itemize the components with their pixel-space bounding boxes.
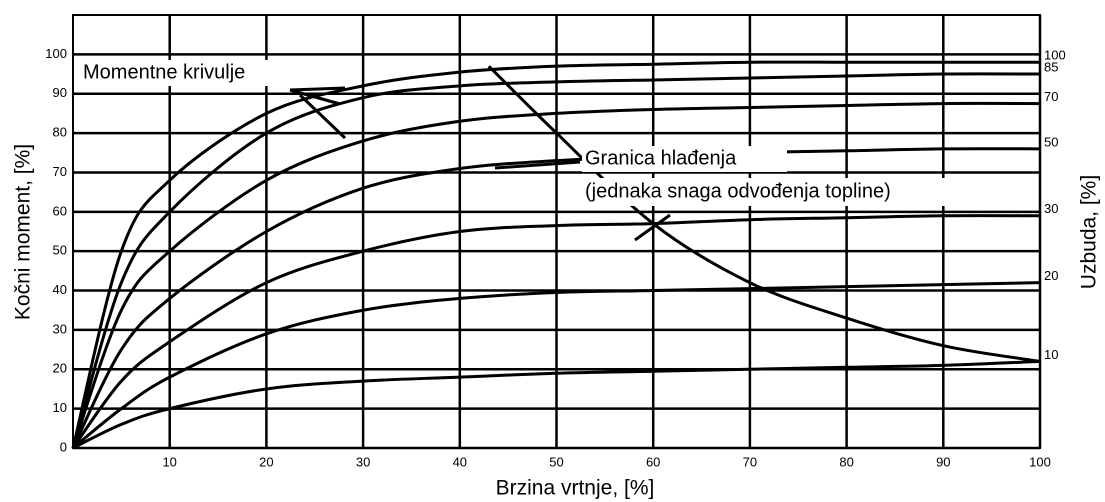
y-tick-label: 100 bbox=[45, 46, 67, 61]
cooling-limit-curve bbox=[487, 65, 1041, 363]
torque-curve bbox=[72, 281, 1041, 450]
x-tick-label: 20 bbox=[259, 454, 273, 469]
y-tick-label: 80 bbox=[53, 125, 67, 140]
x-tick-label: 70 bbox=[743, 454, 757, 469]
torque-curve bbox=[71, 147, 1041, 449]
series-label: 100 bbox=[1044, 48, 1066, 63]
x-tick-label: 80 bbox=[839, 454, 853, 469]
annotation: Momentne krivulje bbox=[83, 61, 245, 83]
y-axis-label: Kočni moment, [%] bbox=[12, 144, 35, 320]
series-label: 10 bbox=[1044, 347, 1058, 362]
x-tick-label: 60 bbox=[646, 454, 660, 469]
label-background bbox=[582, 178, 1014, 206]
y-tick-label: 40 bbox=[53, 282, 67, 297]
annotation: (jednaka snaga odvođenja topline) bbox=[585, 180, 891, 202]
series-label: 30 bbox=[1044, 201, 1058, 216]
y-tick-label: 50 bbox=[53, 243, 67, 258]
x-tick-label: 10 bbox=[162, 454, 176, 469]
x-tick-label: 40 bbox=[453, 454, 467, 469]
x-tick-label: 50 bbox=[549, 454, 563, 469]
series-label: 85 bbox=[1044, 59, 1058, 74]
series-label: 70 bbox=[1044, 89, 1058, 104]
y2-axis-label: Uzbuda, [%] bbox=[1078, 175, 1101, 289]
y-tick-label: 30 bbox=[53, 321, 67, 336]
x-axis-label: Brzina vrtnje, [%] bbox=[496, 477, 655, 500]
torque-curve bbox=[72, 359, 1041, 450]
y-tick-label: 20 bbox=[53, 361, 67, 376]
arrows bbox=[289, 86, 671, 242]
y-tick-label: 70 bbox=[53, 164, 67, 179]
torque-curve bbox=[71, 60, 1040, 449]
torque-curve bbox=[71, 214, 1041, 449]
y-tick-label: 0 bbox=[60, 439, 67, 454]
x-tick-label: 100 bbox=[1029, 454, 1051, 469]
torque-curve bbox=[71, 72, 1041, 449]
label-background bbox=[582, 146, 787, 172]
y-tick-label: 90 bbox=[53, 85, 67, 100]
series-label: 50 bbox=[1044, 134, 1058, 149]
x-tick-label: 90 bbox=[936, 454, 950, 469]
x-tick-label: 30 bbox=[356, 454, 370, 469]
y-tick-label: 10 bbox=[53, 400, 67, 415]
annotation: Granica hlađenja bbox=[585, 147, 737, 169]
label-background bbox=[80, 60, 312, 86]
y-tick-label: 60 bbox=[53, 203, 67, 218]
series-label: 20 bbox=[1044, 268, 1058, 283]
torque-curve bbox=[71, 101, 1041, 449]
